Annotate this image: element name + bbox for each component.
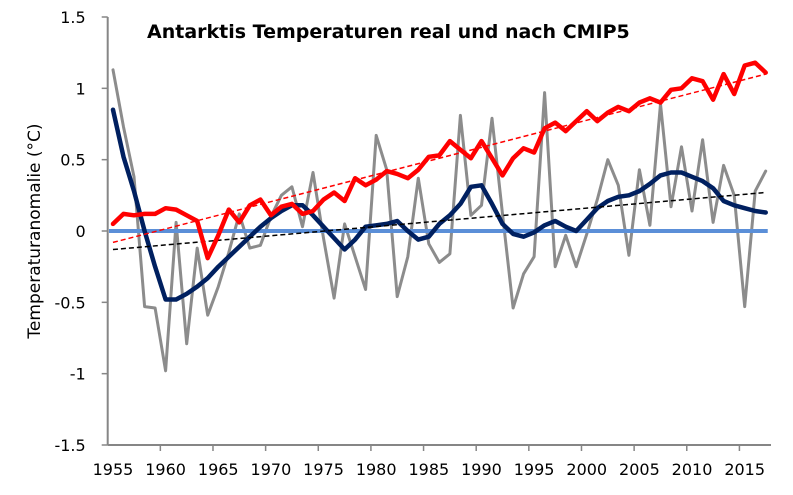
x-tick-label: 1990 xyxy=(461,460,502,479)
axes xyxy=(101,16,771,451)
y-tick-label: 1 xyxy=(76,79,86,98)
x-tick-label: 1955 xyxy=(93,460,134,479)
y-tick-label: -0.5 xyxy=(54,293,85,312)
y-tick-label: 1.5 xyxy=(60,8,85,27)
series-layer xyxy=(108,60,768,373)
x-tick-label: 1975 xyxy=(303,460,344,479)
chart-title: Antarktis Temperaturen real und nach CMI… xyxy=(147,21,630,43)
x-tick-label: 1985 xyxy=(408,460,449,479)
series-real-smoothed xyxy=(110,107,768,302)
x-tick-label: 1995 xyxy=(514,460,555,479)
y-tick-label: -1.5 xyxy=(54,436,85,455)
x-tick-label: 2000 xyxy=(566,460,607,479)
series-cmip5-trend xyxy=(112,73,766,244)
x-tick-label: 2005 xyxy=(619,460,660,479)
x-tick-labels: 1955 1960 1965 1970 1975 1980 1985 1990 1995 2000… xyxy=(93,460,765,479)
x-tick-label: 2015 xyxy=(724,460,765,479)
x-tick-label: 2010 xyxy=(672,460,713,479)
x-tick-label: 1970 xyxy=(251,460,292,479)
y-tick-label: 0.5 xyxy=(60,151,85,170)
x-tick-label: 1965 xyxy=(198,460,239,479)
y-tick-label: -1 xyxy=(70,365,86,384)
x-tick-label: 1960 xyxy=(145,460,186,479)
x-tick-label: 1980 xyxy=(356,460,397,479)
series-real-annual xyxy=(111,68,768,373)
series-cmip5-model xyxy=(110,60,768,261)
y-axis-label: Temperaturanomalie (°C) xyxy=(25,123,45,339)
y-tick-labels: -1.5 -1 -0.5 0 0.5 1 1.5 xyxy=(54,8,85,455)
y-tick-label: 0 xyxy=(76,222,86,241)
series-real-trend xyxy=(112,191,766,251)
